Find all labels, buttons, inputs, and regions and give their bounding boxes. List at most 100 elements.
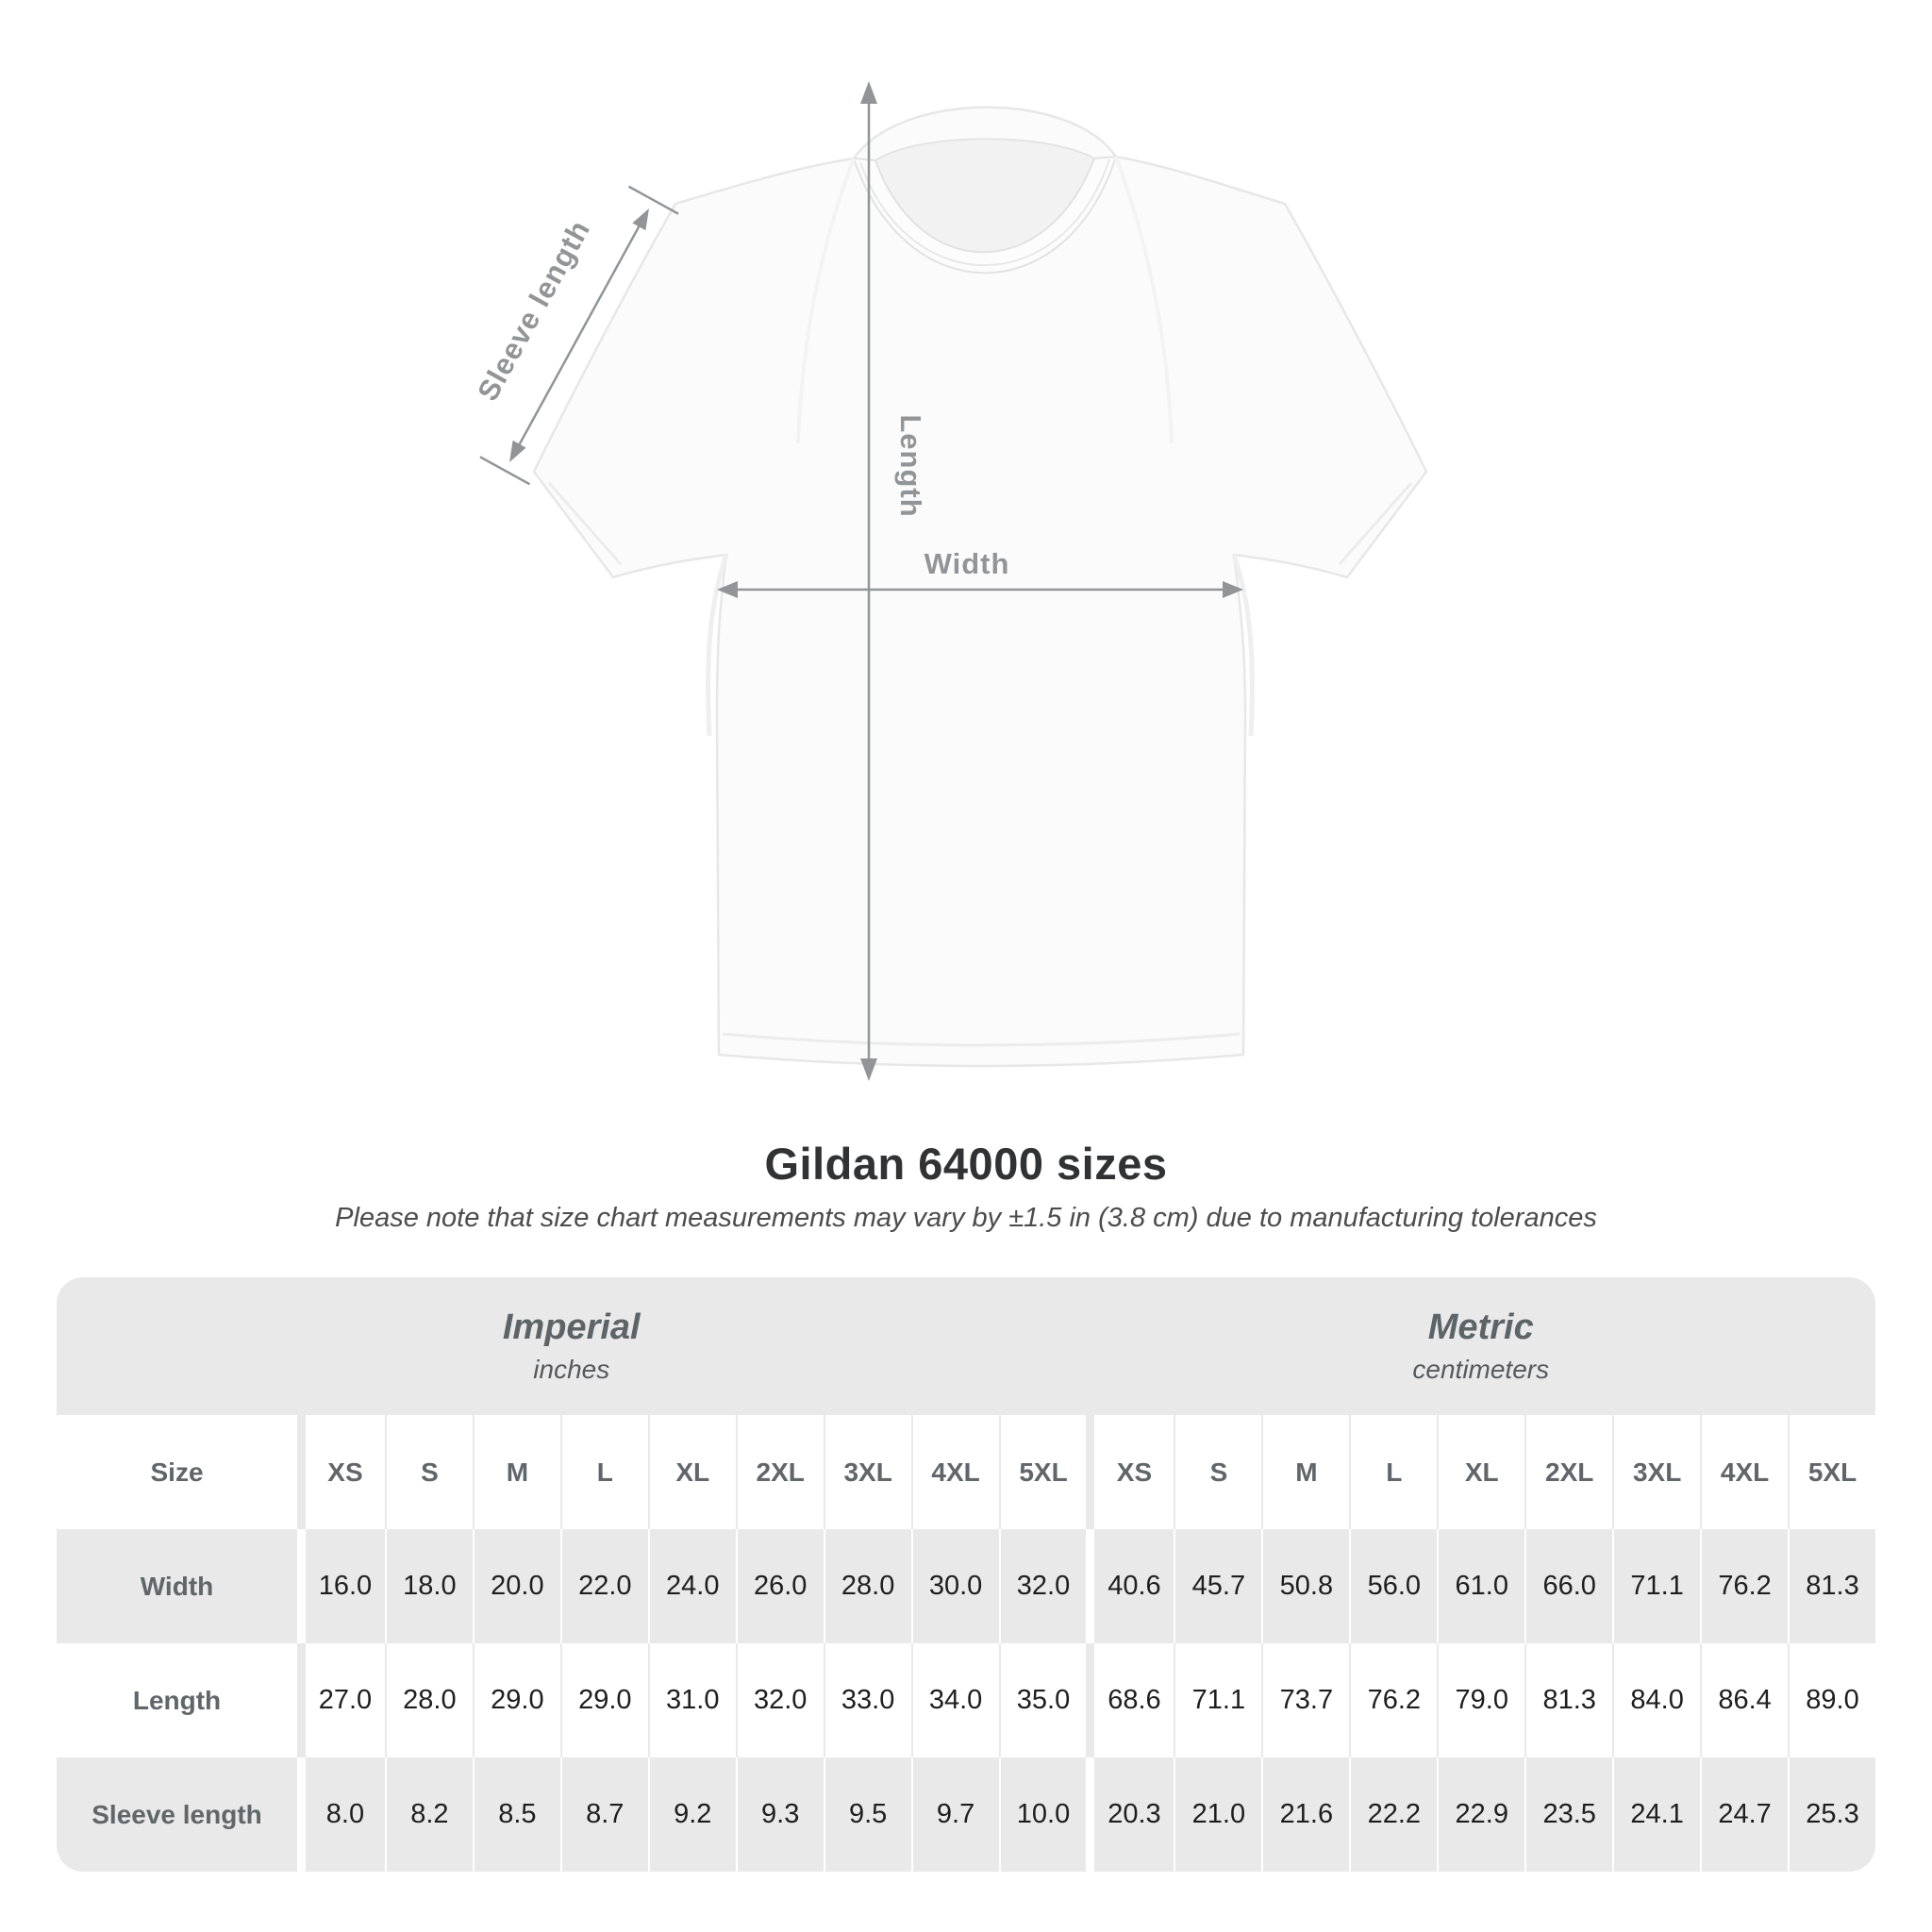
size-header-row: Size XS S M L XL 2XL 3XL 4XL 5XL XS S M … <box>57 1415 1875 1529</box>
value-cell: 32.0 <box>998 1529 1087 1643</box>
value-cell: 9.2 <box>647 1757 736 1872</box>
row-label: Length <box>132 1685 222 1715</box>
value-cell: 73.7 <box>1261 1643 1349 1757</box>
value-cell: 28.0 <box>384 1643 473 1757</box>
value-cell: 24.0 <box>647 1529 736 1643</box>
size-col-header: XS <box>1086 1415 1174 1529</box>
page-subtitle: Please note that size chart measurements… <box>335 1203 1597 1233</box>
value-cell: 71.1 <box>1174 1643 1261 1757</box>
value-cell: 8.0 <box>297 1757 385 1872</box>
length-arrow <box>860 81 877 1081</box>
value-cell: 76.2 <box>1700 1529 1788 1643</box>
size-col-header: 5XL <box>998 1415 1087 1529</box>
row-label: Width <box>140 1571 214 1601</box>
value-cell: 34.0 <box>910 1643 999 1757</box>
row-label: Sleeve length <box>92 1799 262 1829</box>
value-cell: 22.0 <box>559 1529 648 1643</box>
value-cell: 8.5 <box>472 1757 560 1872</box>
metric-group-header: Metric centimeters <box>1087 1307 1876 1386</box>
size-col-header: 3XL <box>823 1415 911 1529</box>
value-cell: 30.0 <box>910 1529 999 1643</box>
value-cell: 21.6 <box>1261 1757 1349 1872</box>
value-cell: 8.2 <box>384 1757 473 1872</box>
value-cell: 79.0 <box>1437 1643 1524 1757</box>
value-cell: 9.5 <box>823 1757 911 1872</box>
value-cell: 28.0 <box>823 1529 911 1643</box>
size-col-header: L <box>1349 1415 1437 1529</box>
imperial-group-header: Imperial inches <box>57 1307 1087 1386</box>
value-cell: 24.7 <box>1700 1757 1788 1872</box>
value-cell: 66.0 <box>1524 1529 1612 1643</box>
value-cell: 84.0 <box>1612 1643 1700 1757</box>
size-col-header: S <box>1174 1415 1261 1529</box>
size-header-label: Size <box>150 1457 204 1487</box>
size-table: Imperial inches Metric centimeters Size … <box>57 1277 1875 1872</box>
value-cell: 31.0 <box>647 1643 736 1757</box>
size-col-header: 2XL <box>735 1415 824 1529</box>
value-cell: 8.7 <box>559 1757 648 1872</box>
value-cell: 9.3 <box>735 1757 824 1872</box>
value-cell: 27.0 <box>297 1643 385 1757</box>
value-cell: 29.0 <box>559 1643 648 1757</box>
size-col-header: XS <box>297 1415 385 1529</box>
metric-group-unit: centimeters <box>1412 1355 1550 1384</box>
value-cell: 32.0 <box>735 1643 824 1757</box>
length-row: Length 27.0 28.0 29.0 29.0 31.0 32.0 33.… <box>57 1643 1875 1757</box>
size-col-header: 2XL <box>1524 1415 1612 1529</box>
value-cell: 10.0 <box>998 1757 1087 1872</box>
value-cell: 29.0 <box>472 1643 560 1757</box>
value-cell: 89.0 <box>1788 1643 1875 1757</box>
value-cell: 24.1 <box>1612 1757 1700 1872</box>
value-cell: 71.1 <box>1612 1529 1700 1643</box>
imperial-group-unit: inches <box>533 1355 610 1384</box>
value-cell: 9.7 <box>910 1757 999 1872</box>
tshirt-diagram: Sleeve length Length Width <box>471 81 1428 1081</box>
size-col-header: 4XL <box>1700 1415 1788 1529</box>
value-cell: 33.0 <box>823 1643 911 1757</box>
size-col-header: 4XL <box>910 1415 999 1529</box>
width-label: Width <box>924 547 1010 580</box>
size-col-header: S <box>384 1415 473 1529</box>
length-label: Length <box>894 414 927 517</box>
value-cell: 76.2 <box>1349 1643 1437 1757</box>
size-col-header: XL <box>1437 1415 1524 1529</box>
value-cell: 45.7 <box>1174 1529 1261 1643</box>
value-cell: 22.2 <box>1349 1757 1437 1872</box>
width-arrow <box>717 581 1243 598</box>
value-cell: 56.0 <box>1349 1529 1437 1643</box>
value-cell: 25.3 <box>1788 1757 1875 1872</box>
size-col-header: M <box>1261 1415 1349 1529</box>
value-cell: 81.3 <box>1788 1529 1875 1643</box>
size-col-header: L <box>559 1415 648 1529</box>
value-cell: 20.0 <box>472 1529 560 1643</box>
value-cell: 68.6 <box>1086 1643 1174 1757</box>
value-cell: 26.0 <box>735 1529 824 1643</box>
value-cell: 23.5 <box>1524 1757 1612 1872</box>
size-col-header: 5XL <box>1788 1415 1875 1529</box>
value-cell: 81.3 <box>1524 1643 1612 1757</box>
value-cell: 20.3 <box>1086 1757 1174 1872</box>
value-cell: 86.4 <box>1700 1643 1788 1757</box>
width-row: Width 16.0 18.0 20.0 22.0 24.0 26.0 28.0… <box>57 1529 1875 1643</box>
imperial-group-label: Imperial <box>502 1307 641 1347</box>
value-cell: 50.8 <box>1261 1529 1349 1643</box>
sleeve-length-row: Sleeve length 8.0 8.2 8.5 8.7 9.2 9.3 9.… <box>57 1757 1875 1872</box>
page-title: Gildan 64000 sizes <box>764 1139 1168 1189</box>
unit-group-header-row: Imperial inches Metric centimeters <box>57 1277 1875 1415</box>
size-col-header: M <box>472 1415 560 1529</box>
metric-group-label: Metric <box>1427 1307 1534 1347</box>
sleeve-length-label: Sleeve length <box>471 214 596 406</box>
value-cell: 22.9 <box>1437 1757 1524 1872</box>
tshirt-illustration: Sleeve length Length Width <box>471 81 1428 1081</box>
value-cell: 16.0 <box>297 1529 385 1643</box>
value-cell: 40.6 <box>1086 1529 1174 1643</box>
sleeve-length-arrow <box>479 185 679 486</box>
value-cell: 21.0 <box>1174 1757 1261 1872</box>
size-col-header: 3XL <box>1612 1415 1700 1529</box>
value-cell: 61.0 <box>1437 1529 1524 1643</box>
value-cell: 35.0 <box>998 1643 1087 1757</box>
size-col-header: XL <box>647 1415 736 1529</box>
value-cell: 18.0 <box>384 1529 473 1643</box>
tshirt-graphic <box>532 106 1428 1068</box>
